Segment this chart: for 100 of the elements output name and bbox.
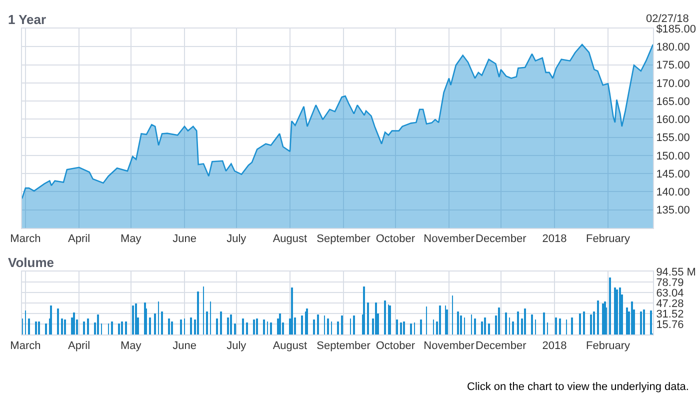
bar [35,322,37,335]
x-tick-label: February [586,233,631,246]
bar [111,322,113,335]
y-tick-label: 140.00 [656,186,690,199]
bar [631,302,633,335]
bar [481,322,483,335]
bar [227,318,229,335]
bar [327,318,329,335]
bar [410,324,412,335]
y-tick-label: 175.00 [656,60,690,72]
x-tick-label: November [424,233,475,246]
y-tick-label: 31.52 [656,308,684,321]
x-tick-label: June [172,233,196,246]
bar [640,312,642,335]
bar [270,322,272,335]
bar [363,286,365,335]
bar [353,316,355,335]
bar [619,288,621,335]
bar [614,288,616,335]
bar [505,312,507,335]
bar [488,324,490,335]
bar [597,300,599,335]
bar [559,318,561,335]
bar [57,308,59,335]
bar [168,318,170,335]
text: 02/27/18 [646,13,689,25]
bar [313,320,315,335]
y-tick-label: $185.00 [656,23,696,36]
bar [301,316,303,335]
bar [626,308,628,335]
bar [45,324,47,335]
y-tick-label: 180.00 [656,42,690,54]
y-tick-label: 15.76 [656,319,684,332]
bar [220,312,222,335]
x-tick-label: November [424,340,475,352]
y-tick-label: 150.00 [656,150,690,162]
x-tick-label: October [376,340,416,352]
y-tick-label: 155.00 [656,132,690,144]
bar [337,322,339,335]
bar [61,318,63,335]
bar [242,318,244,335]
bar [484,318,486,335]
chart-title: 1 Year [8,12,46,27]
bar [403,322,405,335]
bar [97,314,99,335]
bar [263,320,265,335]
bar [590,314,592,335]
bar [650,310,652,335]
x-tick-label: March [10,233,41,246]
x-tick-label: August [272,340,308,352]
bar [256,318,258,335]
bar [512,322,514,335]
x-tick-label: February [586,340,631,352]
x-tick-label: June [172,340,196,352]
bar [531,314,533,335]
chart-title: Volume [8,255,54,270]
x-tick-label: 2018 [542,233,567,246]
bar [474,318,476,335]
y-tick-label: 78.79 [656,277,684,290]
bar [571,318,573,335]
bar [517,312,519,335]
bar [154,314,156,335]
bar [50,306,52,335]
bar [197,292,199,335]
bar [543,312,545,335]
bar [161,312,163,335]
bar [643,310,645,335]
bar [144,302,146,335]
bar [253,320,255,335]
bar [579,314,581,335]
bar [384,300,386,335]
x-tick-label: 2018 [542,340,567,352]
bar [375,302,377,335]
bar [524,308,526,335]
bar [460,316,462,335]
bar [132,306,134,335]
bar [439,306,441,335]
x-tick-label: September [316,340,371,352]
bar [73,312,75,335]
bar [498,308,500,335]
bar [593,312,595,335]
bar [135,304,137,335]
bar [230,314,232,335]
x-tick-label: July [226,340,247,352]
bar [234,324,236,335]
bar [64,320,66,335]
bar [367,302,369,335]
x-tick-label: December [475,233,527,246]
bar [206,312,208,335]
bar [149,318,151,335]
bar [190,318,192,335]
bar [125,322,127,335]
text: Click on the chart to view the underlying data. [467,381,689,393]
bar [457,312,459,335]
bar [118,324,120,335]
bar [616,290,618,335]
y-tick-label: 135.00 [656,204,690,217]
bar [28,318,30,335]
x-tick-label: September [316,233,371,246]
bar [555,318,557,335]
